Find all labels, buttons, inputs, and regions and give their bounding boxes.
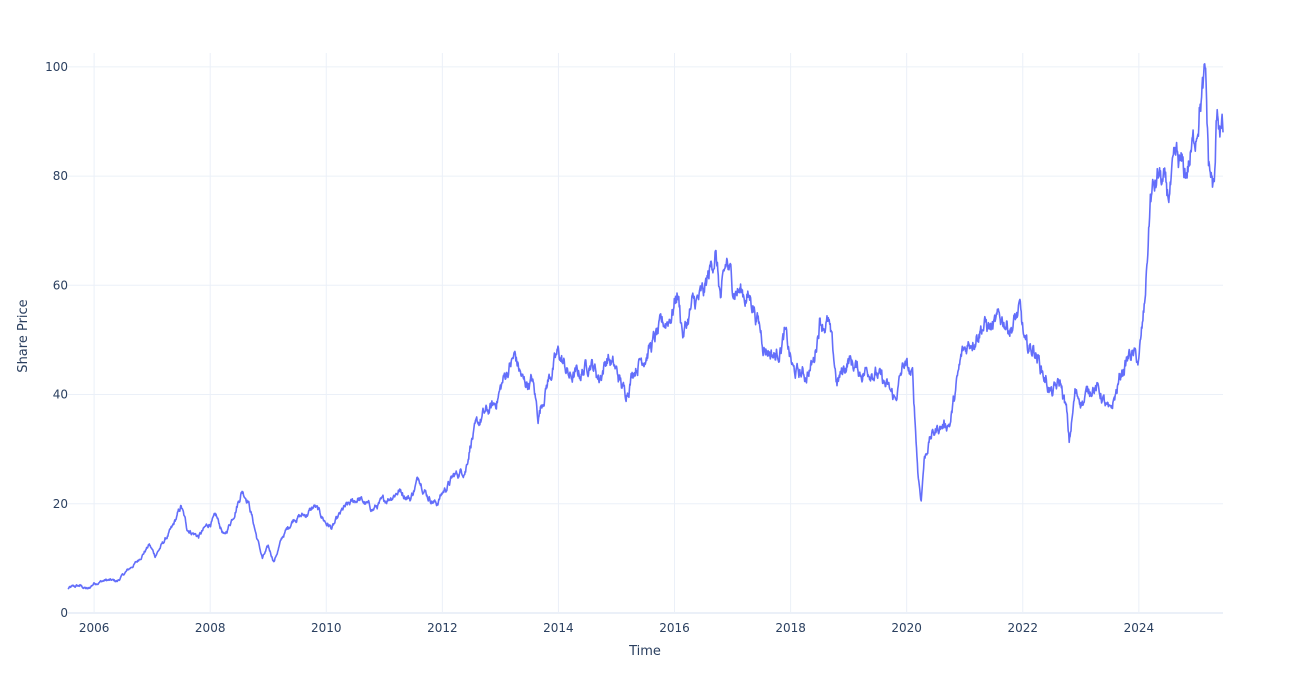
x-axis-ticks: 2006 2008 2010 2012 2014 2016 2018 2020 2022 2024	[79, 621, 1154, 635]
x-tick-label: 2018	[775, 621, 806, 635]
x-tick-label: 2008	[195, 621, 226, 635]
x-axis-title: Time	[628, 644, 661, 659]
x-tick-label: 2014	[543, 621, 574, 635]
plot-area	[67, 62, 1224, 590]
x-tick-label: 2010	[311, 621, 342, 635]
grid-layer	[68, 53, 1223, 614]
y-tick-label: 20	[53, 497, 68, 511]
x-tick-label: 2022	[1007, 621, 1038, 635]
y-tick-label: 0	[60, 606, 68, 620]
x-tick-label: 2024	[1124, 621, 1155, 635]
y-tick-label: 60	[53, 278, 68, 292]
y-axis-title: Share Price	[16, 299, 31, 372]
y-tick-label: 80	[53, 169, 68, 183]
x-tick-label: 2020	[891, 621, 922, 635]
x-tick-label: 2016	[659, 621, 690, 635]
y-axis-ticks: 0 20 40 60 80 100	[45, 60, 68, 620]
y-tick-label: 100	[45, 60, 68, 74]
y-tick-label: 40	[53, 388, 68, 402]
x-tick-label: 2006	[79, 621, 110, 635]
share-price-line	[67, 62, 1224, 590]
x-tick-label: 2012	[427, 621, 458, 635]
